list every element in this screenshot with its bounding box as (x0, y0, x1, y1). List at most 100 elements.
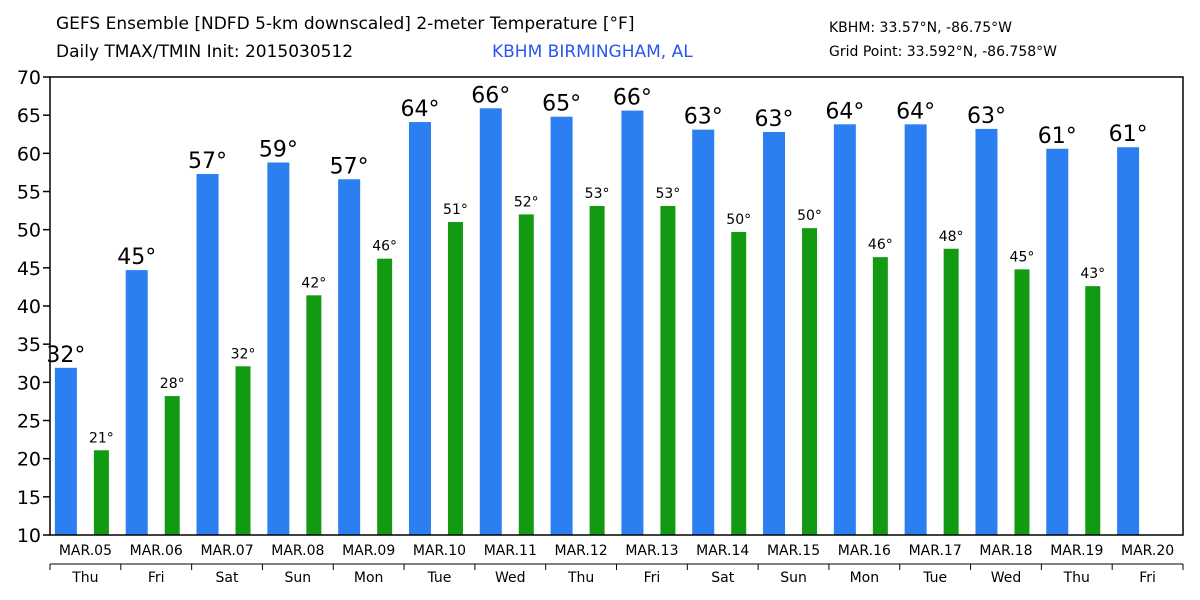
x-date-label: MAR.16 (838, 543, 891, 559)
tmax-bar (692, 129, 715, 536)
x-weekday-label: Sun (780, 570, 807, 586)
tmin-label: 46° (372, 239, 397, 255)
x-weekday-label: Tue (427, 570, 452, 586)
y-tick-label: 10 (17, 525, 41, 547)
x-date-label: MAR.09 (342, 543, 395, 559)
tmax-bar (408, 122, 431, 535)
tmin-bar (589, 206, 605, 535)
tmax-label: 65° (542, 92, 581, 117)
x-axis: MAR.05 Thu MAR.06 Fri MAR.07 Sat MAR.08 Sun MAR.… (49, 543, 1184, 586)
tmax-label: 66° (471, 83, 510, 108)
x-date-label: MAR.18 (979, 543, 1032, 559)
tmin-bar (943, 248, 959, 535)
tmin-label: 32° (231, 346, 256, 362)
tmin-label: 46° (868, 237, 893, 253)
tmin-bar (802, 228, 818, 535)
y-tick-label: 65 (17, 105, 41, 127)
tmin-label: 48° (939, 229, 964, 245)
tmax-bar (833, 124, 856, 536)
x-date-label: MAR.13 (625, 543, 678, 559)
tmax-label: 57° (330, 154, 369, 179)
tmin-label: 42° (301, 275, 326, 291)
x-weekday-label: Sun (285, 570, 312, 586)
x-date-label: MAR.15 (767, 543, 820, 559)
tmax-label: 57° (188, 149, 227, 174)
station-coordinates: KBHM: 33.57°N, -86.75°W (829, 20, 1012, 36)
tmin-bar (660, 206, 676, 535)
x-date-label: MAR.11 (484, 543, 537, 559)
value-labels-layer: 32° 21° 45° 28° 57° 32° 59° 42° 57° 46° 64° 51° 66° 5… (46, 83, 1147, 446)
tmax-label: 61° (1109, 122, 1148, 147)
x-weekday-label: Tue (922, 570, 947, 586)
x-weekday-label: Wed (495, 570, 526, 586)
tmax-label: 63° (967, 104, 1006, 129)
tmin-bar (447, 222, 463, 536)
tmin-label: 53° (585, 186, 610, 202)
tmax-label: 32° (46, 343, 85, 368)
tmax-bar (763, 131, 786, 535)
tmin-label: 21° (89, 430, 114, 446)
y-tick-label: 25 (17, 411, 41, 433)
x-weekday-label: Thu (71, 570, 98, 586)
tmin-bar (93, 450, 109, 535)
y-tick-label: 30 (17, 372, 41, 394)
x-weekday-label: Mon (354, 570, 384, 586)
tmax-bar (1046, 148, 1069, 535)
tmax-label: 64° (400, 97, 439, 122)
tmin-bar (1085, 286, 1101, 535)
plot-frame (49, 76, 1184, 536)
tmax-bar (975, 128, 998, 535)
tmin-bar (235, 366, 251, 535)
grid-point-coordinates: Grid Point: 33.592°N, -86.758°W (829, 44, 1057, 60)
station-name: KBHM BIRMINGHAM, AL (492, 42, 693, 62)
y-tick-label: 70 (17, 67, 41, 89)
y-tick-label: 15 (17, 487, 41, 509)
tmax-bar (1117, 147, 1140, 535)
y-tick-label: 20 (17, 449, 41, 471)
x-weekday-label: Mon (850, 570, 880, 586)
tmax-bar (338, 179, 361, 535)
chart-subtitle: Daily TMAX/TMIN Init: 2015030512 (56, 42, 354, 62)
x-weekday-label: Wed (991, 570, 1022, 586)
tmax-label: 66° (613, 86, 652, 111)
tmax-label: 63° (684, 105, 723, 130)
tmax-bar (54, 367, 77, 535)
chart-title: GEFS Ensemble [NDFD 5-km downscaled] 2-m… (56, 14, 635, 34)
x-date-label: MAR.10 (413, 543, 466, 559)
tmax-bar (125, 270, 148, 535)
y-axis: 10 15 20 25 30 35 40 45 50 55 60 65 70 (17, 67, 50, 547)
tmin-bar (518, 214, 534, 535)
y-tick-label: 40 (17, 296, 41, 318)
tmin-label: 50° (726, 212, 751, 228)
x-date-label: MAR.07 (200, 543, 253, 559)
tmax-bar (904, 124, 927, 536)
bars-layer (54, 108, 1140, 536)
tmin-label: 53° (655, 186, 680, 202)
tmin-bar (377, 258, 393, 535)
x-date-label: MAR.19 (1050, 543, 1103, 559)
x-weekday-label: Thu (567, 570, 594, 586)
tmax-bar (550, 116, 573, 536)
tmin-label: 50° (797, 208, 822, 224)
x-date-label: MAR.06 (130, 543, 183, 559)
tmax-label: 61° (1038, 124, 1077, 149)
y-tick-label: 55 (17, 182, 41, 204)
tmin-bar (731, 231, 747, 535)
tmin-label: 52° (514, 194, 539, 210)
tmin-label: 28° (160, 376, 185, 392)
tmin-label: 43° (1080, 266, 1105, 282)
tmin-bar (1014, 269, 1030, 535)
y-tick-label: 35 (17, 334, 41, 356)
tmax-label: 63° (755, 107, 794, 132)
tmax-label: 59° (259, 137, 298, 162)
x-date-label: MAR.17 (909, 543, 962, 559)
x-date-label: MAR.12 (555, 543, 608, 559)
x-date-label: MAR.14 (696, 543, 749, 559)
x-weekday-label: Sat (216, 570, 239, 586)
y-tick-label: 50 (17, 220, 41, 242)
tmin-bar (164, 396, 180, 535)
tmax-label: 45° (117, 245, 156, 270)
tmin-label: 45° (1010, 249, 1035, 265)
tmin-label: 51° (443, 202, 468, 218)
